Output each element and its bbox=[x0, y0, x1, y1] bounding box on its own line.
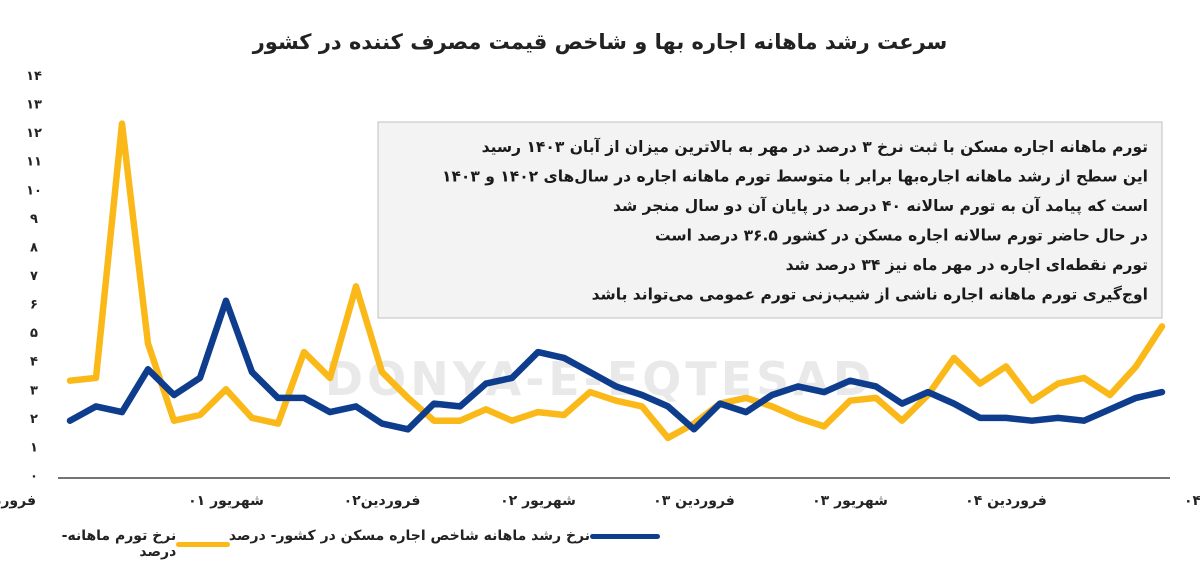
y-tick-label: ۱۲ bbox=[26, 126, 42, 141]
y-tick-label: ۱ bbox=[30, 440, 38, 455]
y-tick-label: ۱۴ bbox=[26, 69, 42, 84]
annotation-line: در حال حاضر تورم سالانه اجاره مسکن در کش… bbox=[655, 227, 1148, 245]
annotation-box: تورم ماهانه اجاره مسکن با ثبت نرخ ۳ درصد… bbox=[377, 121, 1163, 319]
axes: ۰۱۲۳۴۵۶۷۸۹۱۰۱۱۱۲۱۳۱۴فروردین ۰۱شهریور ۰۱ف… bbox=[0, 69, 1200, 509]
annotation-line: این سطح از رشد ماهانه اجاره‌بها برابر با… bbox=[442, 168, 1148, 186]
x-tick-label: فروردین۰۲ bbox=[344, 493, 421, 509]
legend-item-rent: نرخ رشد ماهانه شاخص اجاره مسکن در کشور- … bbox=[229, 528, 670, 544]
annotation-line: تورم ماهانه اجاره مسکن با ثبت نرخ ۳ درصد… bbox=[482, 137, 1148, 156]
annotation-line: است که پیامد آن به تورم سالانه ۴۰ درصد د… bbox=[613, 196, 1148, 216]
x-tick-label: شهریور ۰۳ bbox=[812, 493, 888, 509]
y-tick-label: ۰ bbox=[30, 469, 38, 484]
y-tick-label: ۶ bbox=[30, 298, 38, 313]
y-tick-label: ۷ bbox=[30, 269, 38, 284]
legend-item-inflation: نرخ تورم ماهانه-درصد bbox=[60, 528, 240, 560]
series-line-rent bbox=[66, 297, 1166, 433]
y-tick-label: ۹ bbox=[30, 212, 38, 227]
series-lines bbox=[66, 120, 1166, 442]
y-tick-label: ۱۰ bbox=[26, 183, 42, 198]
y-tick-label: ۲ bbox=[30, 412, 38, 427]
legend-label-inflation: نرخ تورم ماهانه-درصد bbox=[61, 528, 177, 560]
y-tick-label: ۴ bbox=[30, 355, 38, 370]
annotation-line: اوج‌گیری تورم ماهانه اجاره ناشی از شیب‌ز… bbox=[592, 285, 1148, 304]
y-tick-label: ۵ bbox=[30, 326, 38, 341]
line-chart: DONYA-E-EQTESAD ۰۱۲۳۴۵۶۷۸۹۱۰۱۱۱۲۱۳۱۴فرور… bbox=[0, 69, 1200, 509]
y-tick-label: ۳ bbox=[30, 383, 38, 398]
y-tick-label: ۱۳ bbox=[26, 98, 42, 113]
series-line-inflation bbox=[66, 120, 1166, 442]
annotation-box-background bbox=[377, 121, 1163, 319]
chart-title: سرعت رشد ماهانه اجاره بها و شاخص قیمت مص… bbox=[252, 30, 948, 54]
x-tick-label: فروردین ۰۴ bbox=[965, 493, 1047, 509]
legend-label-rent: نرخ رشد ماهانه شاخص اجاره مسکن در کشور- … bbox=[228, 528, 590, 544]
y-tick-label: ۸ bbox=[30, 240, 38, 255]
x-tick-label: شهریور ۰۱ bbox=[188, 493, 264, 509]
x-tick-label: فروردین ۰۳ bbox=[653, 493, 735, 509]
legend: نرخ رشد ماهانه شاخص اجاره مسکن در کشور- … bbox=[60, 528, 1160, 560]
annotation-line: تورم نقطه‌ای اجاره در مهر ماه نیز ۳۴ درص… bbox=[786, 256, 1148, 274]
x-tick-label: مهر ۰۴ bbox=[1184, 493, 1200, 509]
x-tick-label: فروردین ۰۱ bbox=[0, 493, 36, 509]
y-tick-label: ۱۱ bbox=[26, 155, 42, 170]
x-tick-label: شهریور ۰۲ bbox=[500, 493, 576, 509]
legend-swatch-inflation bbox=[176, 541, 230, 547]
legend-swatch-rent bbox=[590, 533, 660, 539]
